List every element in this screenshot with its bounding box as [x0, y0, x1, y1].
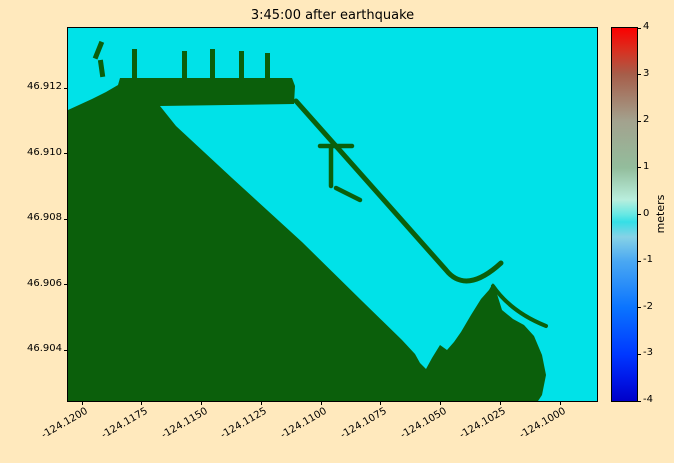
- colorbar-tick-mark: [637, 74, 641, 76]
- x-tick-label: -124.1025: [458, 405, 508, 441]
- pier: [92, 40, 105, 60]
- colorbar-tick-mark: [637, 400, 641, 402]
- colorbar-tick-mark: [637, 307, 641, 309]
- y-tick-label: 46.908: [27, 212, 62, 223]
- colorbar-tick-mark: [637, 27, 641, 29]
- x-tick-mark: [440, 401, 441, 405]
- y-tick-label: 46.906: [27, 277, 62, 289]
- x-tick-label: -124.1125: [219, 405, 269, 441]
- pier: [239, 51, 244, 82]
- colorbar-tick-label: 0: [643, 207, 650, 219]
- y-tick-mark: [64, 87, 68, 89]
- y-tick-label: 46.912: [27, 81, 62, 92]
- x-tick-label: -124.1075: [338, 405, 389, 441]
- breakwater: [293, 98, 504, 284]
- x-tick-mark: [201, 401, 202, 405]
- x-tick-label: -124.1100: [278, 405, 329, 441]
- pier: [210, 49, 215, 82]
- floating-docks: [317, 143, 363, 203]
- land-mass: [68, 40, 548, 401]
- pier: [132, 49, 137, 82]
- colorbar-tick-mark: [637, 167, 641, 169]
- x-tick-mark: [141, 401, 143, 405]
- colorbar-tick-label: -2: [643, 300, 653, 312]
- main-landmass: [68, 78, 546, 401]
- colorbar-tick-mark: [637, 260, 641, 262]
- map-canvas: [68, 28, 597, 401]
- y-tick-mark: [64, 284, 68, 285]
- colorbar-tick-label: 2: [643, 114, 650, 126]
- x-tick-label: -124.1150: [159, 405, 210, 441]
- plot-title: 3:45:00 after earthquake: [250, 8, 415, 23]
- colorbar-tick-label: 1: [643, 160, 650, 172]
- y-tick-mark: [64, 218, 68, 220]
- x-tick-mark: [559, 401, 561, 405]
- x-tick-label: -124.1000: [517, 405, 568, 441]
- colorbar: [611, 27, 638, 402]
- pier: [182, 51, 187, 82]
- colorbar-tick-label: 4: [643, 21, 650, 32]
- x-tick-mark: [380, 401, 382, 405]
- colorbar-tick-label: 3: [643, 67, 650, 79]
- x-tick-mark: [320, 401, 322, 405]
- y-tick-label: 46.904: [27, 343, 62, 354]
- plot-area: [67, 27, 598, 402]
- colorbar-tick-mark: [637, 353, 641, 355]
- colorbar-tick-label: -1: [643, 254, 653, 266]
- y-tick-label: 46.910: [27, 146, 62, 158]
- colorbar-tick-mark: [637, 120, 641, 122]
- x-tick-label: -124.1200: [39, 405, 90, 441]
- y-tick-mark: [64, 349, 68, 351]
- x-tick-label: -124.1175: [99, 405, 150, 441]
- pier: [265, 53, 270, 82]
- pier: [97, 59, 106, 78]
- colorbar-tick-label: -4: [643, 394, 653, 405]
- x-tick-label: -124.1050: [398, 405, 449, 441]
- colorbar-tick-mark: [637, 214, 641, 215]
- peninsula-spit: [491, 284, 548, 328]
- colorbar-tick-label: -3: [643, 347, 653, 359]
- y-tick-mark: [64, 153, 68, 154]
- x-tick-mark: [260, 401, 262, 405]
- x-tick-mark: [81, 401, 83, 405]
- x-tick-mark: [499, 401, 501, 405]
